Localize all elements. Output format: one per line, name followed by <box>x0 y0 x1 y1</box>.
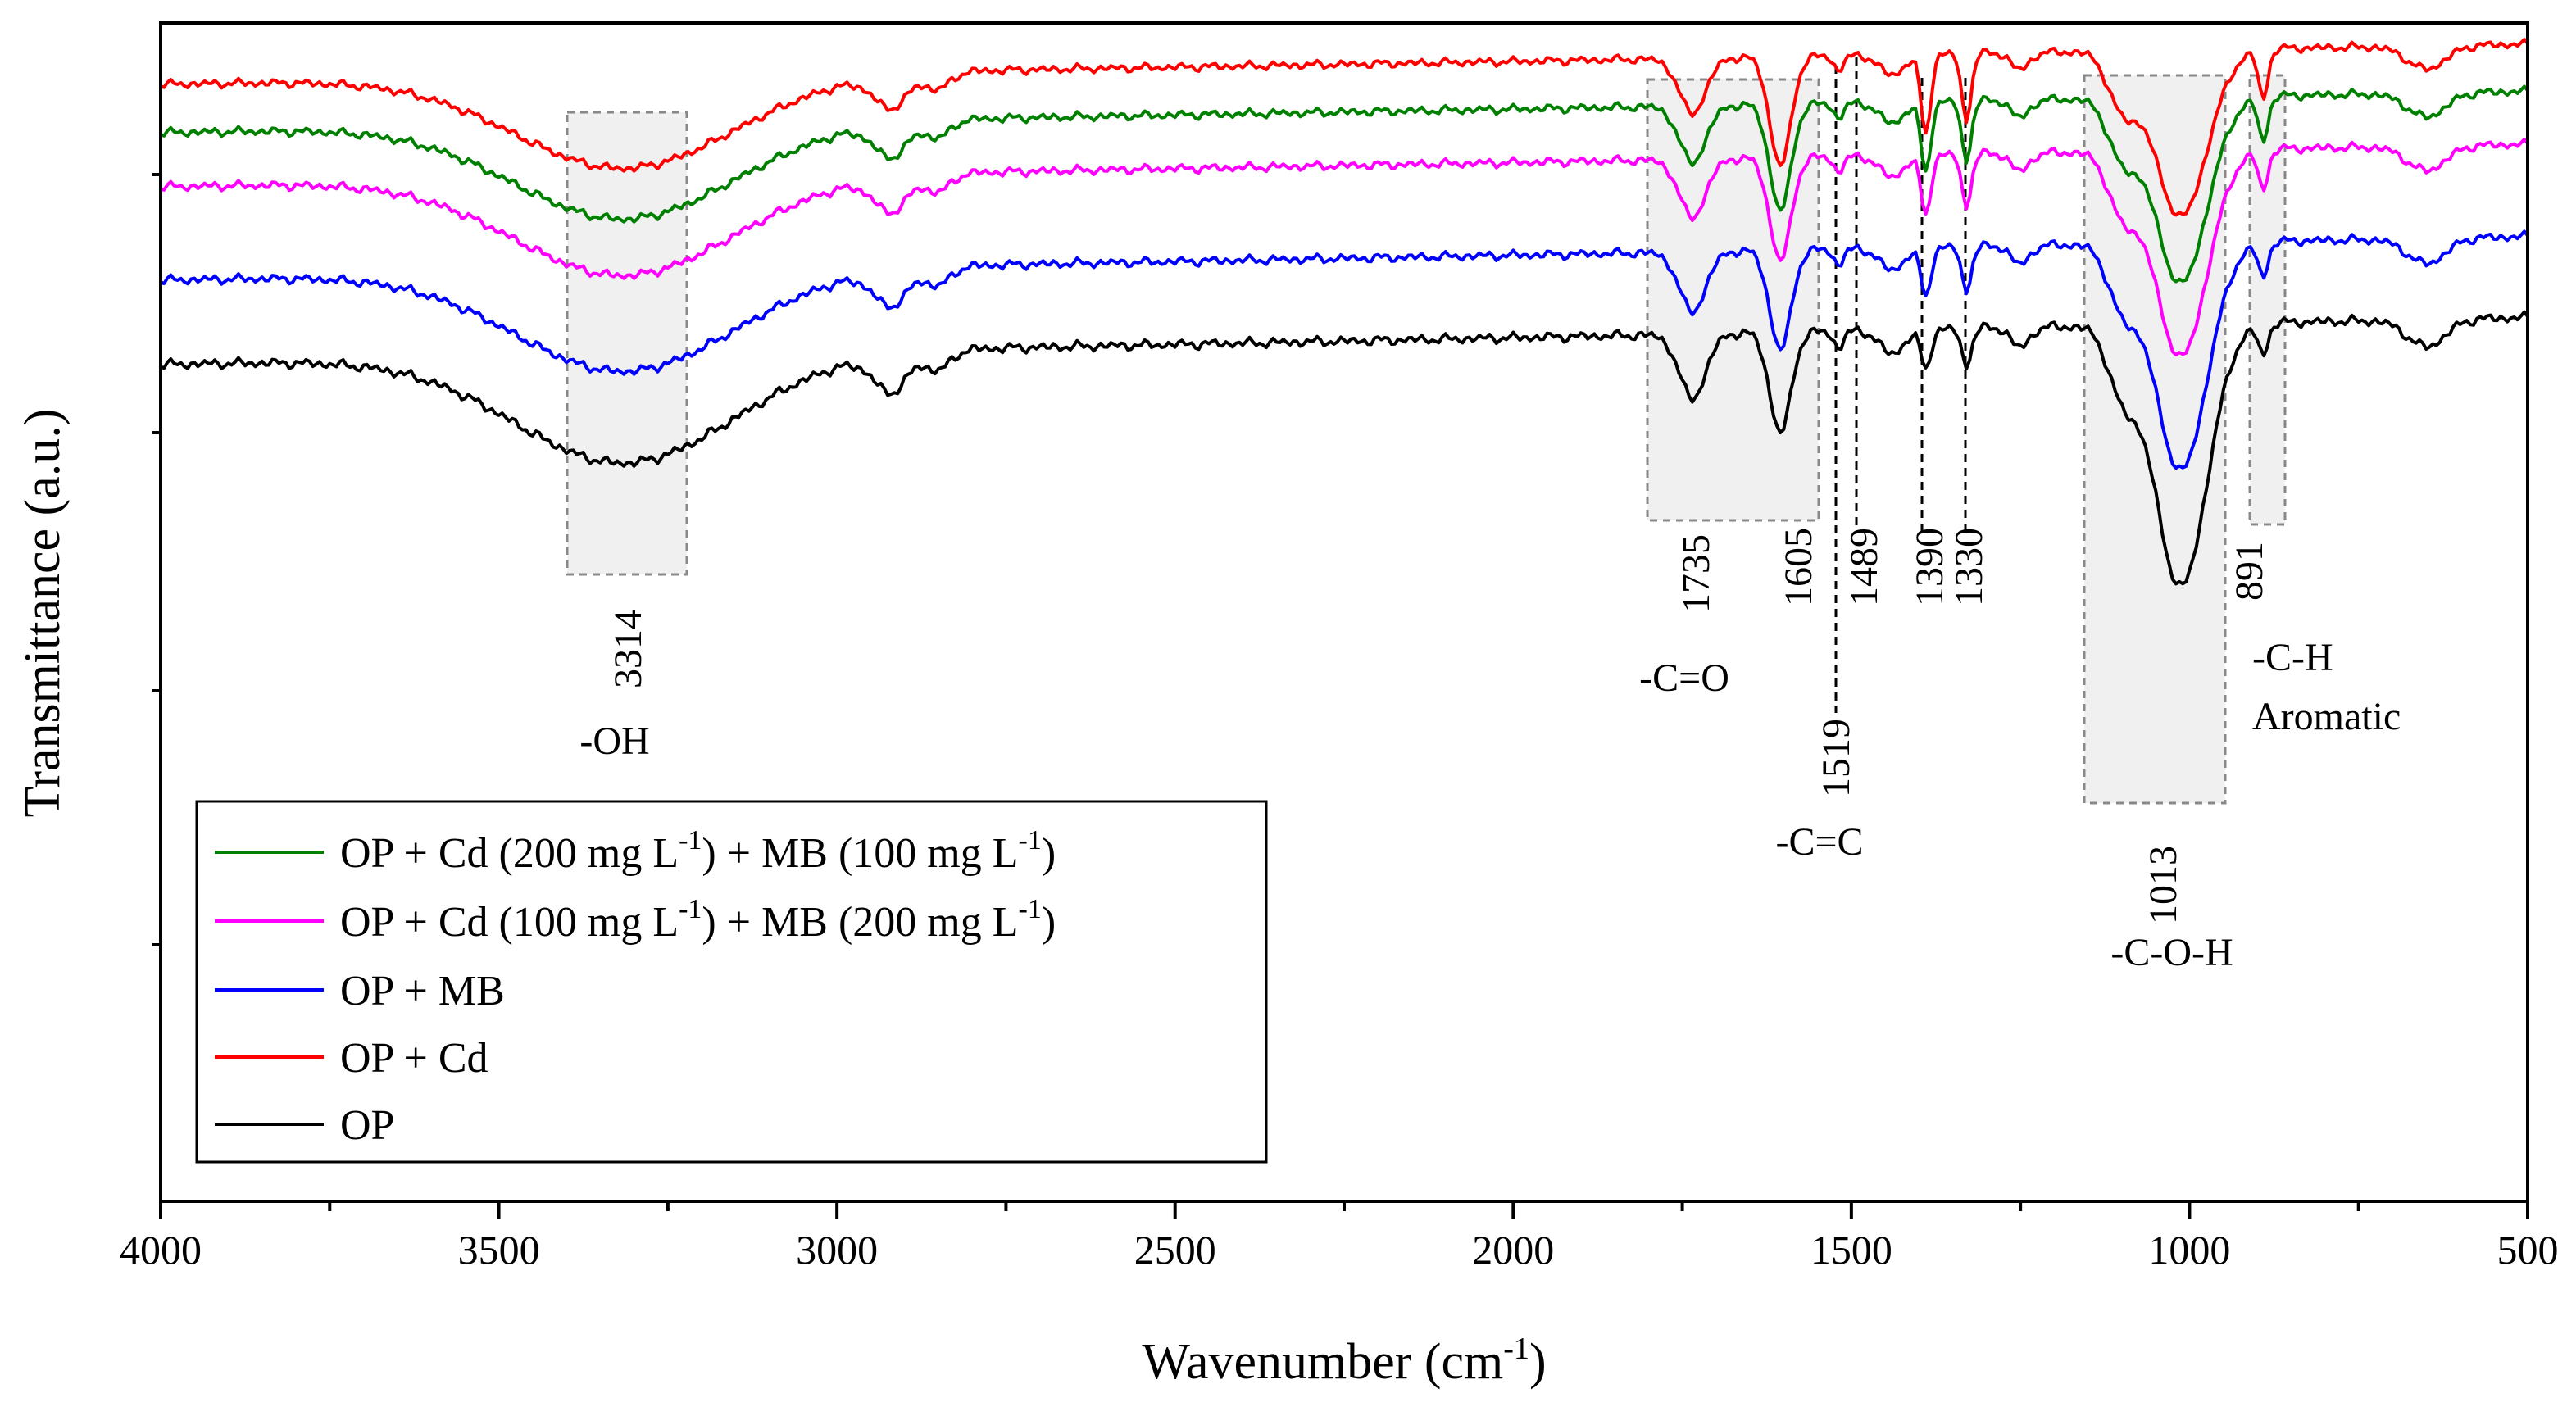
x-tick-label: 1500 <box>1810 1227 1892 1273</box>
legend-entry: OP + MB <box>215 968 505 1014</box>
legend-entry: OP + Cd <box>215 1035 488 1082</box>
series-line-op-cd <box>159 38 2529 217</box>
peak-label-1489: 1489 <box>1842 528 1886 606</box>
peak-label-1605: 1605 <box>1777 528 1820 606</box>
x-tick-label: 3000 <box>796 1227 878 1273</box>
legend-entry: OP + Cd (200 mg L-1) + MB (100 mg L-1) <box>215 825 1056 877</box>
x-tick-labels: 4000 3500 3000 2500 2000 1500 1000 500 <box>120 1227 2559 1273</box>
legend-entry: OP + Cd (100 mg L-1) + MB (200 mg L-1) <box>215 894 1056 946</box>
group-label-ch: -C-H <box>2252 636 2333 679</box>
peak-label-1390: 1390 <box>1908 528 1951 606</box>
y-axis-title: Transmittance (a.u.) <box>15 409 70 818</box>
x-tick-label: 3500 <box>458 1227 540 1273</box>
group-label-aromatic: Aromatic <box>2252 695 2401 738</box>
peak-label-1330: 1330 <box>1947 528 1991 606</box>
region-c-o-h <box>2083 74 2227 805</box>
group-label-carbonyl: -C=O <box>1639 656 1729 700</box>
highlight-regions <box>566 74 2287 805</box>
group-label-coh: -C-O-H <box>2110 931 2233 974</box>
x-tick-label: 4000 <box>120 1227 202 1273</box>
series-group <box>159 38 2529 586</box>
region-carbonyl <box>1646 78 1820 522</box>
x-tick-label: 1000 <box>2148 1227 2230 1273</box>
x-tick-label: 2500 <box>1134 1227 1216 1273</box>
series-line-op-cd-100-mg-l-1-mb-200-mg-l-1- <box>159 138 2529 356</box>
x-tick-label: 500 <box>2497 1227 2559 1273</box>
series-line-op <box>159 310 2529 586</box>
group-labels: -OH -C=O -C=C -C-O-H -C-H Aromatic <box>579 636 2401 974</box>
legend-label: OP + Cd (200 mg L-1) + MB (100 mg L-1) <box>340 825 1056 877</box>
legend-entry: OP <box>215 1102 394 1149</box>
x-tick-label: 2000 <box>1472 1227 1554 1273</box>
legend-box <box>195 800 1268 1164</box>
peak-labels: 3314 1735 1605 1489 1390 1330 1519 1013 … <box>607 528 2271 924</box>
group-label-oh: -OH <box>579 719 649 763</box>
peak-label-1519: 1519 <box>1815 719 1858 797</box>
peak-label-1013: 1013 <box>2142 846 2185 924</box>
series-line-op-cd-200-mg-l-1-mb-100-mg-l-1- <box>159 84 2529 284</box>
legend-label: OP + Cd <box>340 1035 488 1082</box>
peak-label-3314: 3314 <box>607 610 650 688</box>
peak-label-1735: 1735 <box>1674 534 1718 613</box>
peak-label-891: 891 <box>2228 542 2271 601</box>
legend: OP + Cd (200 mg L-1) + MB (100 mg L-1) O… <box>195 800 1268 1164</box>
region-aromatic-ch <box>2248 74 2287 526</box>
series-line-op-mb <box>159 229 2529 470</box>
legend-label: OP + MB <box>340 968 505 1014</box>
x-axis-title: Wavenumber (cm-1) <box>1142 1332 1546 1390</box>
legend-label: OP + Cd (100 mg L-1) + MB (200 mg L-1) <box>340 894 1056 946</box>
region-oh <box>566 111 688 576</box>
tick-group <box>152 173 2529 1219</box>
legend-label: OP <box>340 1102 394 1149</box>
group-label-cc: -C=C <box>1775 820 1863 864</box>
